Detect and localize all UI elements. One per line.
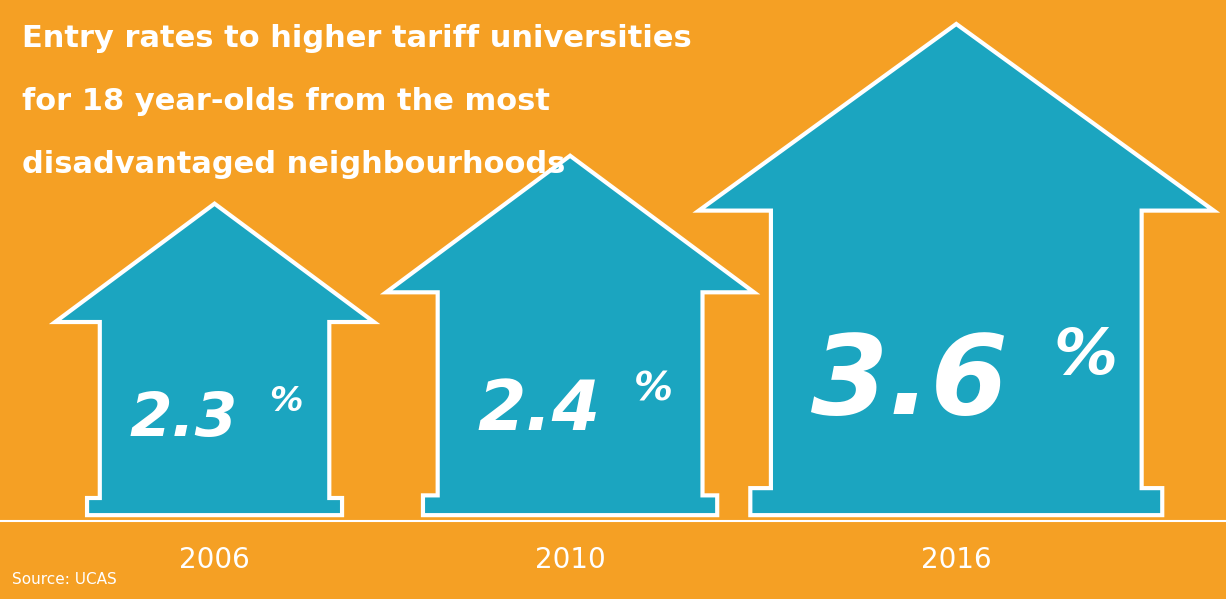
- Text: disadvantaged neighbourhoods: disadvantaged neighbourhoods: [22, 150, 565, 179]
- Text: Source: UCAS: Source: UCAS: [12, 572, 116, 587]
- Text: %: %: [634, 370, 673, 409]
- Text: 3.6: 3.6: [812, 330, 1008, 437]
- Text: 2010: 2010: [535, 546, 606, 574]
- Text: 2.3: 2.3: [130, 390, 238, 449]
- Polygon shape: [386, 156, 754, 515]
- Text: 2.4: 2.4: [478, 377, 601, 444]
- Text: %: %: [1053, 325, 1117, 388]
- Text: 2016: 2016: [921, 546, 992, 574]
- Text: for 18 year-olds from the most: for 18 year-olds from the most: [22, 87, 550, 116]
- Text: 2006: 2006: [179, 546, 250, 574]
- Polygon shape: [55, 204, 374, 515]
- Text: %: %: [268, 385, 303, 418]
- Polygon shape: [699, 24, 1214, 515]
- Text: Entry rates to higher tariff universities: Entry rates to higher tariff universitie…: [22, 24, 691, 53]
